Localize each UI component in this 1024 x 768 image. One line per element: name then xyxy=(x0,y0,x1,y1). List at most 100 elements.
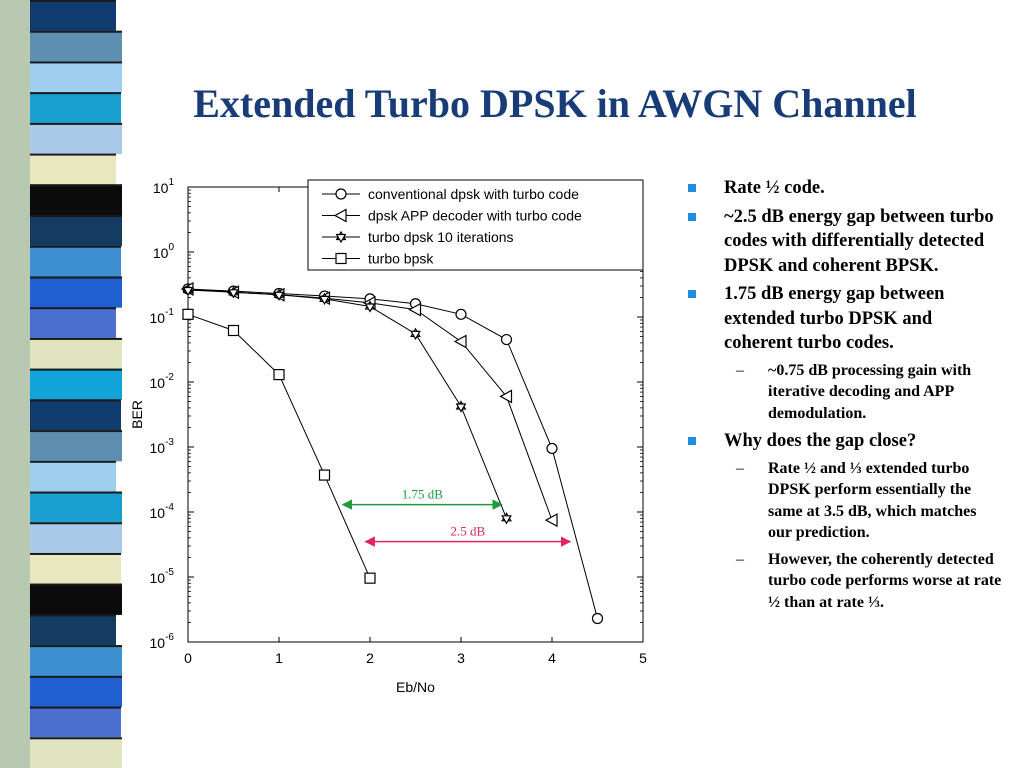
stripe-block xyxy=(30,614,116,646)
bullet-item: 1.75 dB energy gap between extended turb… xyxy=(686,282,1004,356)
stripe-divider xyxy=(30,460,116,463)
sub-bullet-text: ~0.75 dB processing gain with iterative … xyxy=(768,361,972,422)
stripe-block xyxy=(30,337,122,370)
stripe-block xyxy=(30,645,122,677)
stripe-block xyxy=(30,184,122,216)
data-point xyxy=(455,308,467,320)
data-point xyxy=(227,324,240,337)
data-point xyxy=(273,368,285,381)
data-point xyxy=(335,233,347,244)
y-axis-label: BER xyxy=(129,400,145,429)
stripe-block xyxy=(30,552,121,585)
stripe-block xyxy=(30,61,122,93)
y-tick-label: 100 xyxy=(153,242,175,261)
stripe-block xyxy=(30,0,116,32)
data-point xyxy=(499,389,513,404)
data-point xyxy=(408,302,422,317)
data-point xyxy=(335,252,347,265)
dash-bullet-icon: – xyxy=(736,361,744,379)
data-point xyxy=(364,572,376,584)
stripe-block xyxy=(30,522,122,554)
data-point xyxy=(453,334,467,349)
data-point xyxy=(501,515,512,525)
legend-label: dpsk APP decoder with turbo code xyxy=(368,208,582,224)
legend-label: turbo bpsk xyxy=(368,251,434,267)
stripe-divider xyxy=(30,61,122,64)
series-3 xyxy=(182,308,376,584)
data-point xyxy=(273,291,285,301)
stripe-divider xyxy=(30,337,122,340)
stripe-block xyxy=(30,215,122,247)
data-point xyxy=(182,286,194,297)
stripe-divider xyxy=(30,368,122,371)
stripe-block xyxy=(30,245,121,277)
series-2 xyxy=(182,283,512,525)
stripe-left-band xyxy=(0,0,30,768)
bullet-list: Rate ½ code. ~2.5 dB energy gap between t… xyxy=(686,176,1004,618)
x-axis-label: Eb/No xyxy=(396,679,435,695)
stripe-divider xyxy=(30,30,122,33)
bullet-text: 1.75 dB energy gap between extended turb… xyxy=(724,284,945,353)
dash-bullet-icon: – xyxy=(736,459,744,477)
stripe-divider xyxy=(30,215,122,218)
stripe-block xyxy=(30,706,121,738)
square-bullet-icon xyxy=(688,184,696,192)
legend-label: conventional dpsk with turbo code xyxy=(368,186,579,202)
stripe-block xyxy=(30,92,121,124)
legend-box xyxy=(307,179,644,271)
bullet-text: Why does the gap close? xyxy=(724,431,917,451)
y-tick-label: 101 xyxy=(153,177,175,196)
data-point xyxy=(410,330,421,341)
stripe-block xyxy=(30,276,122,308)
data-point xyxy=(319,295,330,306)
stripe-divider xyxy=(30,184,122,187)
stripe-divider xyxy=(30,522,122,525)
gap-label: 1.75 dB xyxy=(402,487,444,502)
series-line xyxy=(187,289,507,519)
stripe-block xyxy=(30,30,122,62)
stripe-divider xyxy=(30,645,122,648)
stripe-block xyxy=(30,153,116,185)
data-point xyxy=(455,403,467,413)
square-bullet-icon xyxy=(688,212,696,221)
dash-bullet-icon: – xyxy=(736,550,744,568)
data-point xyxy=(544,513,558,528)
x-tick-label: 4 xyxy=(548,650,556,666)
slide-title: Extended Turbo DPSK in AWGN Channel xyxy=(193,81,917,126)
stripe-block xyxy=(30,430,122,462)
y-tick-label: 10-2 xyxy=(150,372,175,391)
stripe-divider xyxy=(30,491,122,494)
sub-bullet-item: – Rate ½ and ⅓ extended turbo DPSK perfor… xyxy=(686,458,1004,544)
data-point xyxy=(182,308,194,320)
bullet-item: Rate ½ code. xyxy=(686,176,1004,201)
stripe-divider xyxy=(30,706,121,709)
stripe-block xyxy=(30,675,122,708)
square-bullet-icon xyxy=(688,437,696,445)
x-tick-label: 3 xyxy=(457,650,465,666)
y-tick-label: 10-6 xyxy=(150,632,175,651)
data-point xyxy=(333,208,347,223)
ber-chart: 0 1 2 3 4 5 101 100 10-1 10-2 10-3 10-4 10-5 10-6 Eb/N… xyxy=(129,177,647,695)
bullet-text: ~2.5 dB energy gap between turbo codes w… xyxy=(724,206,994,276)
x-tick-label: 5 xyxy=(639,650,647,666)
bullet-text: Rate ½ code. xyxy=(724,178,825,198)
data-point xyxy=(591,612,604,625)
gap-label: 2.5 dB xyxy=(450,524,485,539)
data-point xyxy=(318,469,331,481)
stripe-divider xyxy=(30,430,122,433)
x-tick-label: 1 xyxy=(275,650,283,666)
legend: conventional dpsk with turbo code dpsk AP… xyxy=(307,179,644,271)
sub-bullet-text: However, the coherently detected turbo c… xyxy=(768,550,1002,611)
stripe-divider xyxy=(30,675,122,678)
x-tick-label: 2 xyxy=(366,650,374,666)
stripe-divider xyxy=(30,122,122,125)
x-tick-label: 0 xyxy=(184,650,192,666)
decorative-stripe xyxy=(0,0,122,768)
data-point xyxy=(228,289,239,299)
stripe-divider xyxy=(30,552,121,555)
bullet-item: ~2.5 dB energy gap between turbo codes w… xyxy=(686,205,1004,279)
stripe-block xyxy=(30,399,121,431)
data-point xyxy=(364,303,376,313)
stripe-block xyxy=(30,737,122,768)
bullet-item: Why does the gap close? xyxy=(686,429,1004,454)
